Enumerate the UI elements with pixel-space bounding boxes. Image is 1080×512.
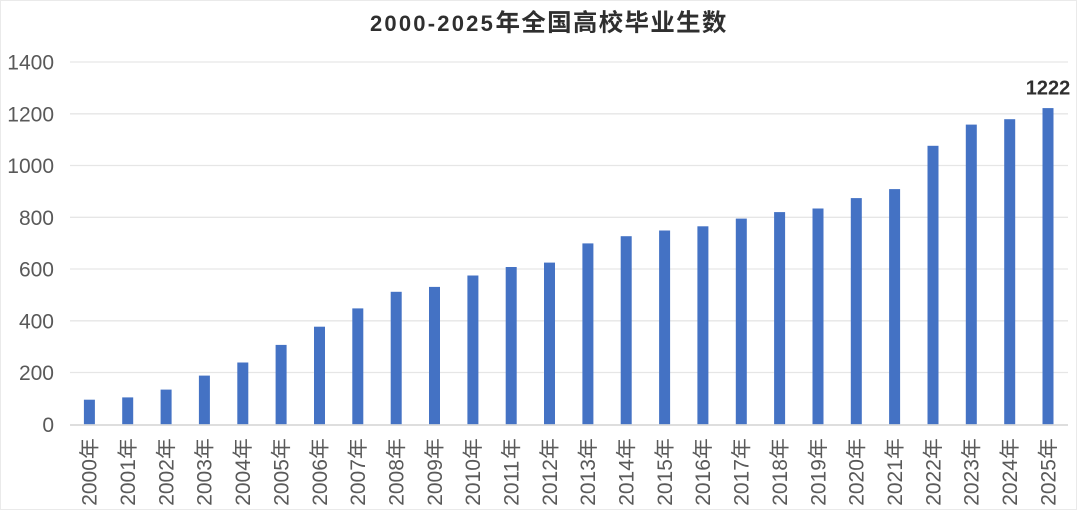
svg-text:2011: 2011 — [501, 461, 524, 506]
svg-text:2016: 2016 — [692, 459, 715, 506]
svg-text:2023: 2023 — [961, 459, 984, 506]
svg-text:0: 0 — [42, 414, 54, 437]
svg-text:2017: 2017 — [731, 459, 754, 506]
svg-text:200: 200 — [19, 362, 54, 385]
svg-text:2022: 2022 — [922, 459, 945, 506]
svg-text:1222: 1222 — [1026, 78, 1071, 100]
svg-text:2014: 2014 — [616, 459, 639, 506]
svg-text:2001: 2001 — [117, 459, 140, 506]
svg-text:2013: 2013 — [577, 459, 600, 506]
svg-text:1000: 1000 — [7, 155, 54, 178]
svg-text:2019: 2019 — [807, 459, 830, 506]
svg-text:2005: 2005 — [270, 459, 293, 506]
svg-text:2024: 2024 — [999, 459, 1022, 506]
svg-text:2021: 2021 — [884, 459, 907, 506]
svg-text:2015: 2015 — [654, 459, 677, 506]
svg-text:2000-2025: 2000-2025 — [370, 11, 495, 36]
svg-text:2006: 2006 — [309, 459, 332, 506]
svg-text:1400: 1400 — [7, 52, 54, 75]
svg-text:2018: 2018 — [769, 459, 792, 506]
svg-text:600: 600 — [19, 259, 54, 282]
svg-text:2004: 2004 — [232, 459, 255, 506]
svg-text:2003: 2003 — [194, 459, 217, 506]
svg-text:1200: 1200 — [7, 103, 54, 126]
svg-text:2012: 2012 — [539, 459, 562, 506]
svg-text:2000: 2000 — [79, 459, 102, 506]
svg-text:2010: 2010 — [462, 459, 485, 506]
svg-text:400: 400 — [19, 310, 54, 333]
svg-text:2008: 2008 — [386, 459, 409, 506]
svg-text:2007: 2007 — [347, 459, 370, 506]
svg-text:2020: 2020 — [846, 459, 869, 506]
svg-text:2025: 2025 — [1037, 459, 1060, 506]
svg-text:2009: 2009 — [424, 459, 447, 506]
svg-text:800: 800 — [19, 207, 54, 230]
svg-text:2002: 2002 — [155, 459, 178, 506]
